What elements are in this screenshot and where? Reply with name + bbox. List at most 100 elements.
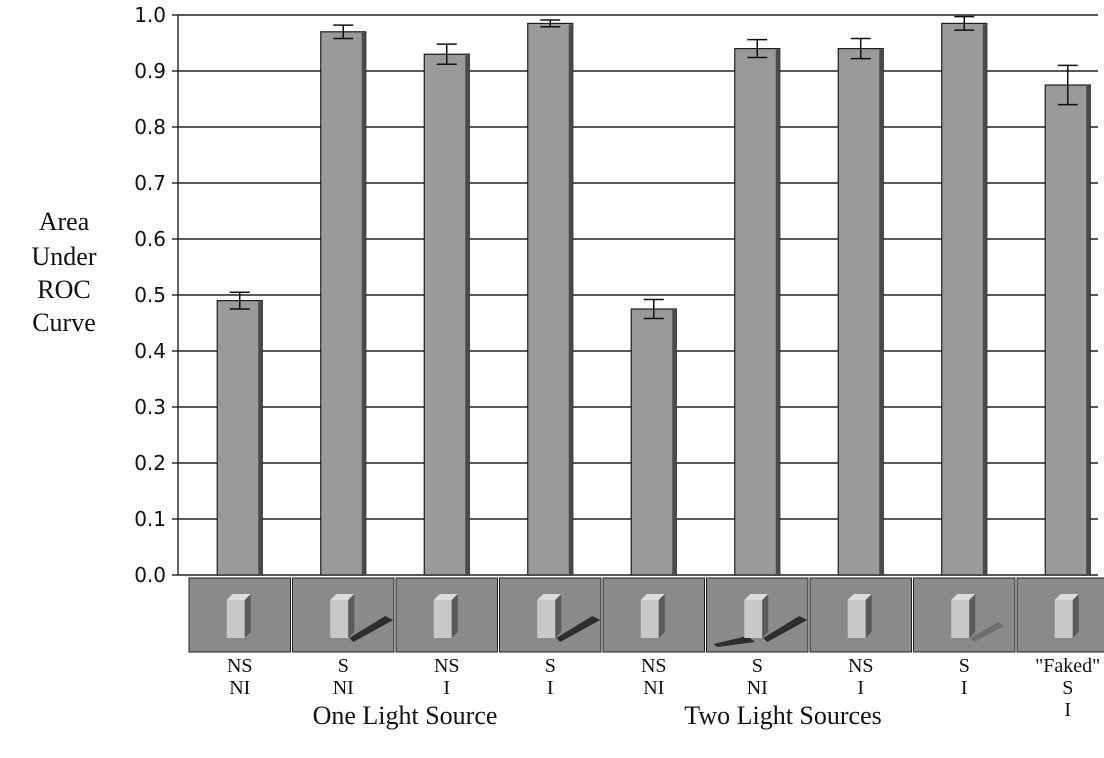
y-tick-label: 0.7 — [134, 171, 166, 195]
y-tick-label: 0.8 — [134, 115, 166, 139]
thumbnail — [809, 577, 912, 653]
cube-side — [348, 594, 355, 638]
cube-top — [537, 594, 562, 600]
thumbnail — [706, 577, 809, 653]
cube-side — [244, 594, 251, 638]
category-label: S — [545, 655, 556, 677]
condition-thumbnails — [188, 577, 1104, 653]
thumbnail — [188, 577, 291, 653]
cube-side — [762, 594, 769, 638]
bar — [837, 47, 884, 576]
error-bars — [229, 15, 1078, 320]
cube-top — [640, 594, 665, 600]
cube-front — [330, 600, 349, 638]
category-label: S — [1062, 677, 1073, 699]
cube-top — [951, 594, 976, 600]
cube-side — [451, 594, 458, 638]
y-tick-label: 0.9 — [134, 59, 166, 83]
cube-top — [433, 594, 458, 600]
bar-edge-shade — [775, 49, 780, 576]
y-tick-label: 0.4 — [134, 339, 166, 363]
y-axis-label-line-3: ROC — [37, 275, 90, 304]
cube-side — [658, 594, 665, 638]
bar — [423, 53, 470, 576]
thumbnail — [913, 577, 1016, 653]
y-tick-label: 1.0 — [134, 3, 166, 27]
category-label: I — [857, 677, 864, 699]
category-label: I — [961, 677, 968, 699]
cube-top — [226, 594, 251, 600]
y-tick-label: 0.2 — [134, 451, 166, 475]
bar-edge-shade — [361, 32, 366, 576]
cube-top — [1054, 594, 1079, 600]
bar — [320, 31, 367, 576]
bar-edge-shade — [1086, 86, 1091, 575]
y-tick-label: 0.5 — [134, 283, 166, 307]
cast-shadow — [970, 622, 1005, 642]
cube-side — [555, 594, 562, 638]
thumbnail — [292, 577, 395, 653]
category-label: I — [1064, 699, 1071, 721]
bar — [734, 47, 781, 576]
bar-edge-shade — [465, 55, 470, 575]
category-label: NS — [434, 655, 460, 677]
y-tick-label: 0.3 — [134, 395, 166, 419]
category-label: I — [443, 677, 450, 699]
bar — [527, 22, 574, 576]
bar-edge-shade — [982, 24, 987, 575]
thumbnail — [395, 577, 498, 653]
y-axis-label-line-2: Under — [32, 242, 97, 271]
category-label: NI — [229, 677, 250, 699]
cube-top — [330, 594, 355, 600]
y-axis-label-line-1: Area — [39, 207, 90, 236]
cube-top — [847, 594, 872, 600]
cast-shadow — [713, 636, 756, 647]
cube-front — [537, 600, 556, 638]
cast-shadow — [556, 616, 601, 642]
thumbnail — [499, 577, 602, 653]
category-label: S — [752, 655, 763, 677]
category-label: NI — [333, 677, 354, 699]
category-label: NS — [848, 655, 874, 677]
thumbnail — [1016, 577, 1104, 653]
bar-edge-shade — [672, 310, 677, 575]
category-label: NS — [227, 655, 253, 677]
group-label-two-light-sources: Two Light Sources — [684, 701, 882, 730]
y-axis-label-line-4: Curve — [32, 308, 96, 337]
y-tick-label: 0.0 — [134, 563, 166, 587]
cube-front — [951, 600, 970, 638]
category-label: NI — [643, 677, 664, 699]
bar — [216, 300, 263, 576]
bar-edge-shade — [879, 49, 884, 576]
cast-shadow — [763, 616, 808, 642]
y-tick-label: 0.1 — [134, 507, 166, 531]
cube-side — [865, 594, 872, 638]
category-label: NI — [747, 677, 768, 699]
cube-front — [1054, 600, 1073, 638]
bar — [1044, 84, 1091, 576]
y-tick-label: 0.6 — [134, 227, 166, 251]
cube-front — [433, 600, 452, 638]
cube-front — [847, 600, 866, 638]
cube-top — [744, 594, 769, 600]
category-label: "Faked" — [1035, 655, 1100, 677]
category-label: S — [338, 655, 349, 677]
cube-front — [226, 600, 245, 638]
bars — [216, 22, 1091, 576]
category-label: S — [959, 655, 970, 677]
cube-side — [969, 594, 976, 638]
cube-side — [1072, 594, 1079, 638]
thumbnail — [602, 577, 705, 653]
cube-front — [744, 600, 763, 638]
y-tick-labels: 0.0 0.1 0.2 0.3 0.4 0.5 0.6 0.7 0.8 0.9 1.0 — [134, 3, 166, 587]
bar — [630, 308, 677, 576]
bar — [941, 22, 988, 576]
bar-edge-shade — [258, 301, 263, 575]
bar-edge-shade — [568, 24, 573, 575]
group-label-one-light-source: One Light Source — [313, 701, 498, 730]
category-label: I — [547, 677, 554, 699]
cast-shadow — [349, 616, 394, 642]
cube-front — [640, 600, 659, 638]
